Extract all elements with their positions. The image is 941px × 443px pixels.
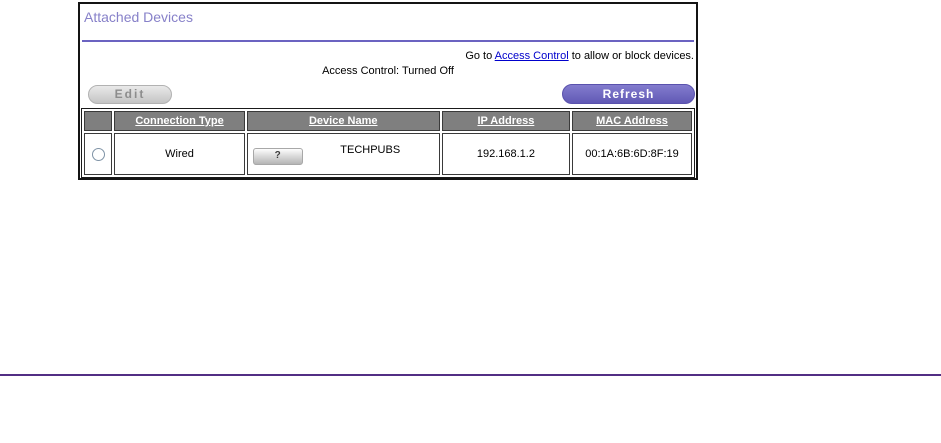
page-title: Attached Devices [84,9,193,25]
device-radio-button[interactable] [91,147,105,161]
cell-mac-address: 00:1A:6B:6D:8F:19 [571,133,692,175]
table-header-row: Connection Type Device Name IP Address M… [84,111,692,131]
access-control-link[interactable]: Access Control [494,50,569,62]
cell-ip-address: 192.168.1.2 [441,133,570,175]
device-icon-glyph: ? [274,149,281,161]
col-header-connection-type[interactable]: Connection Type [114,111,245,131]
col-header-mac-address[interactable]: MAC Address [571,111,692,131]
access-note-suffix: to allow or block devices. [568,50,694,62]
table-row: Wired ? TECHPUBS 192.168.1.2 00:1A:6B:6D… [84,133,692,175]
devices-table-wrapper: Connection Type Device Name IP Address M… [81,108,695,178]
col-header-device-name[interactable]: Device Name [246,111,440,131]
device-name-text: TECHPUBS [340,143,401,156]
title-divider [82,40,694,42]
unknown-device-icon: ? [252,147,303,165]
cell-radio [84,133,113,175]
button-row: Edit Refresh [88,84,695,104]
refresh-button[interactable]: Refresh [562,84,695,104]
edit-button[interactable]: Edit [88,84,172,104]
cell-device-name: ? TECHPUBS [246,133,440,175]
cell-connection-type: Wired [114,133,245,175]
page-bottom-divider [0,374,941,376]
attached-devices-table: Connection Type Device Name IP Address M… [82,109,694,177]
access-note-prefix: Go to [465,50,495,62]
attached-devices-panel: Attached Devices Go to Access Control to… [78,2,698,180]
access-control-note: Go to Access Control to allow or block d… [80,50,696,62]
access-control-status: Access Control: Turned Off [322,65,454,77]
radio-column-header [84,111,113,131]
col-header-ip-address[interactable]: IP Address [441,111,570,131]
